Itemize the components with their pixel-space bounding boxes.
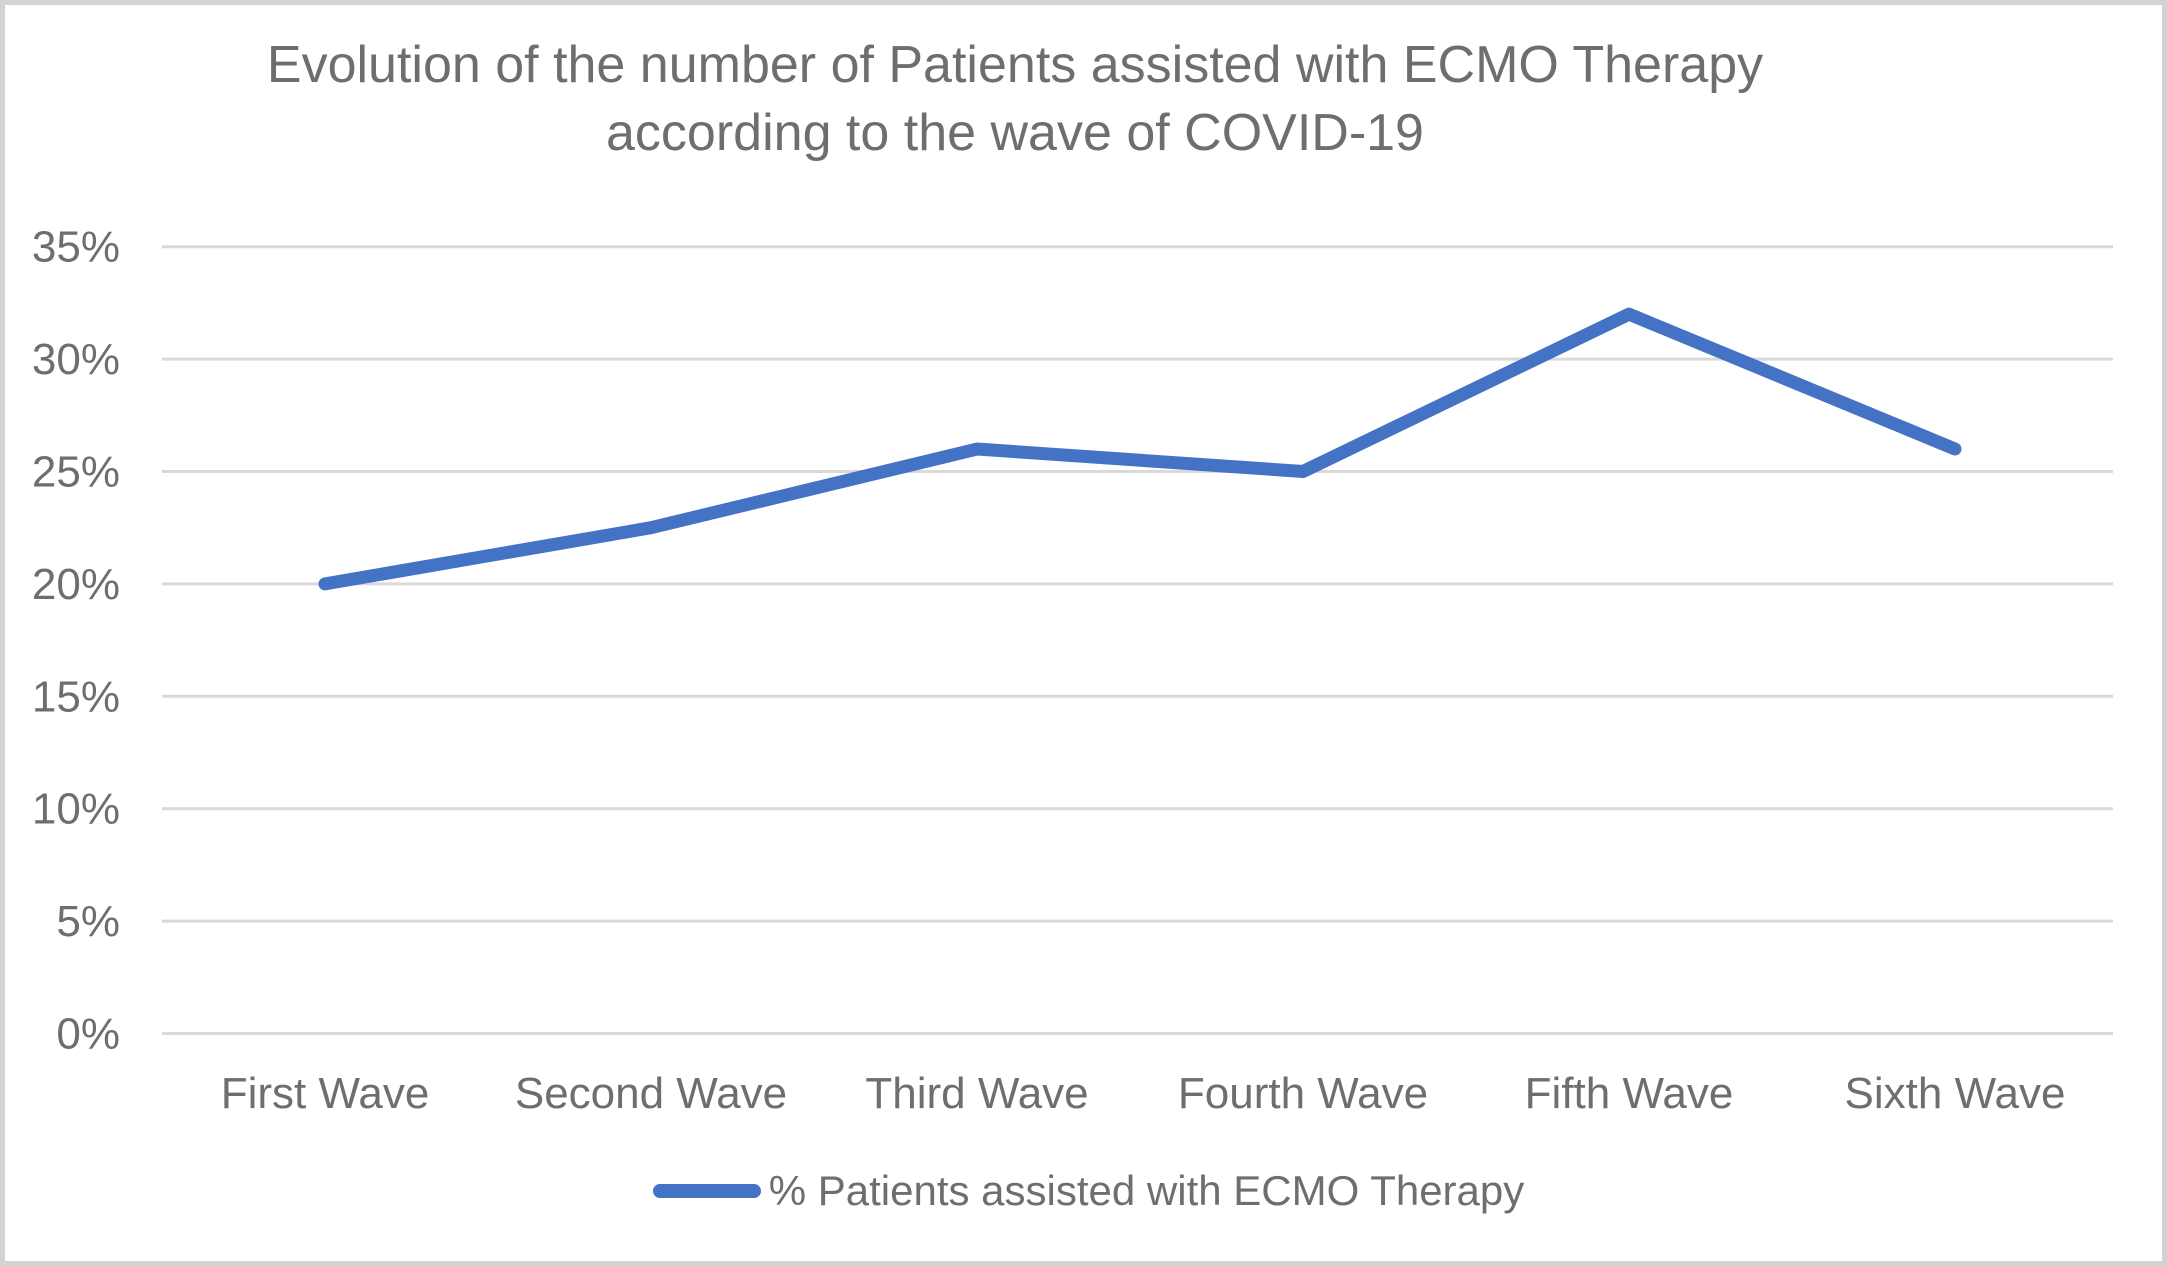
chart-title: Evolution of the number of Patients assi…: [5, 31, 2025, 167]
chart-title-line-2: according to the wave of COVID-19: [606, 104, 1424, 162]
x-category-label: Third Wave: [865, 1069, 1088, 1118]
y-tick-label: 0%: [56, 1010, 120, 1059]
line-chart: 0% 5% 10% 15% 20% 25% 30% 35% First Wave Second W…: [32, 223, 2113, 1118]
y-tick-label: 25%: [32, 448, 120, 497]
legend-series-label: % Patients assisted with ECMO Therapy: [768, 1167, 1525, 1214]
data-series-line: [318, 307, 1962, 591]
y-tick-label: 15%: [32, 672, 120, 721]
y-tick-label: 5%: [56, 897, 120, 946]
y-tick-label: 20%: [32, 560, 120, 609]
x-category-label: Fifth Wave: [1525, 1069, 1734, 1118]
x-category-label: Sixth Wave: [1845, 1069, 2066, 1118]
x-category-label: Fourth Wave: [1178, 1069, 1428, 1118]
x-category-label: First Wave: [221, 1069, 430, 1118]
y-tick-label: 30%: [32, 335, 120, 384]
legend-line-marker-icon: [652, 1184, 761, 1198]
y-tick-label: 10%: [32, 785, 120, 834]
y-tick-label: 35%: [32, 223, 120, 272]
chart-title-line-1: Evolution of the number of Patients assi…: [266, 36, 1764, 94]
legend: % Patients assisted with ECMO Therapy: [5, 1163, 2162, 1219]
x-category-label: Second Wave: [515, 1069, 787, 1118]
